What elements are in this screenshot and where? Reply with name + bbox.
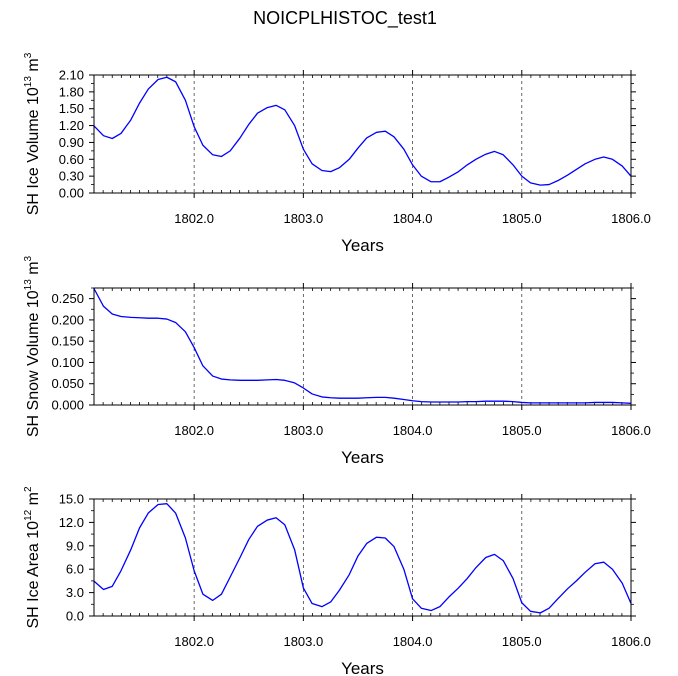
x-tick-label: 1802.0 xyxy=(174,423,214,438)
x-axis-label: Years xyxy=(341,659,384,676)
x-tick-label: 1803.0 xyxy=(283,211,323,226)
series-line xyxy=(93,287,632,404)
x-tick-label: 1803.0 xyxy=(283,634,323,649)
y-tick-label: 0.200 xyxy=(51,312,84,327)
y-tick-label: 0.00 xyxy=(59,186,84,201)
y-tick-label: 0.60 xyxy=(59,152,84,167)
panel-1: 1802.0 1803.0 1804.0 1805.0 1806.0 0.00 0.30 0.… xyxy=(23,52,651,255)
plot-frame xyxy=(93,287,632,406)
x-tick-label: 1802.0 xyxy=(174,634,214,649)
series-line xyxy=(93,76,632,186)
x-tick-label: 1804.0 xyxy=(393,634,433,649)
x-tick-label: 1804.0 xyxy=(393,211,433,226)
y-tick-label: 12.0 xyxy=(59,515,84,530)
y-tick-label: 0.150 xyxy=(51,334,84,349)
y-axis-label: SH Ice Area 1012 m2 xyxy=(23,486,42,629)
y-tick-label: 0.30 xyxy=(59,169,84,184)
y-tick-label: 1.80 xyxy=(59,84,84,99)
panel-2: 1802.0 1803.0 1804.0 1805.0 1806.0 0.000 0.050… xyxy=(23,255,651,467)
y-tick-label: 0.0 xyxy=(66,609,84,624)
y-tick-label: 9.0 xyxy=(66,538,84,553)
y-tick-label: 0.000 xyxy=(51,398,84,413)
figure-title: NOICPLHISTOC_test1 xyxy=(253,8,437,29)
x-tick-label: 1805.0 xyxy=(502,634,542,649)
x-axis-label: Years xyxy=(341,448,384,467)
y-tick-label: 0.90 xyxy=(59,135,84,150)
y-axis-label: SH Ice Volume 1013 m3 xyxy=(23,52,42,215)
x-axis-label: Years xyxy=(341,236,384,255)
x-tick-label: 1806.0 xyxy=(611,634,651,649)
y-tick-label: 0.250 xyxy=(51,291,84,306)
y-tick-label: 6.0 xyxy=(66,562,84,577)
x-tick-label: 1803.0 xyxy=(283,423,323,438)
x-tick-label: 1805.0 xyxy=(502,423,542,438)
y-tick-label: 1.20 xyxy=(59,118,84,133)
series-line xyxy=(93,503,632,614)
plot-frame xyxy=(93,74,632,194)
y-axis-label: SH Snow Volume 1013 m3 xyxy=(23,255,42,437)
y-tick-label: 2.10 xyxy=(59,68,84,83)
panel-3: 1802.0 1803.0 1804.0 1805.0 1806.0 0.0 3.0 6.0 9… xyxy=(23,486,651,676)
y-tick-label: 0.100 xyxy=(51,355,84,370)
x-tick-label: 1806.0 xyxy=(611,211,651,226)
x-tick-label: 1805.0 xyxy=(502,211,542,226)
x-tick-label: 1806.0 xyxy=(611,423,651,438)
x-tick-label: 1802.0 xyxy=(174,211,214,226)
x-tick-label: 1804.0 xyxy=(393,423,433,438)
y-tick-label: 0.050 xyxy=(51,376,84,391)
y-tick-label: 1.50 xyxy=(59,101,84,116)
plot-frame xyxy=(93,498,632,617)
y-tick-label: 15.0 xyxy=(59,492,84,507)
y-tick-label: 3.0 xyxy=(66,585,84,600)
